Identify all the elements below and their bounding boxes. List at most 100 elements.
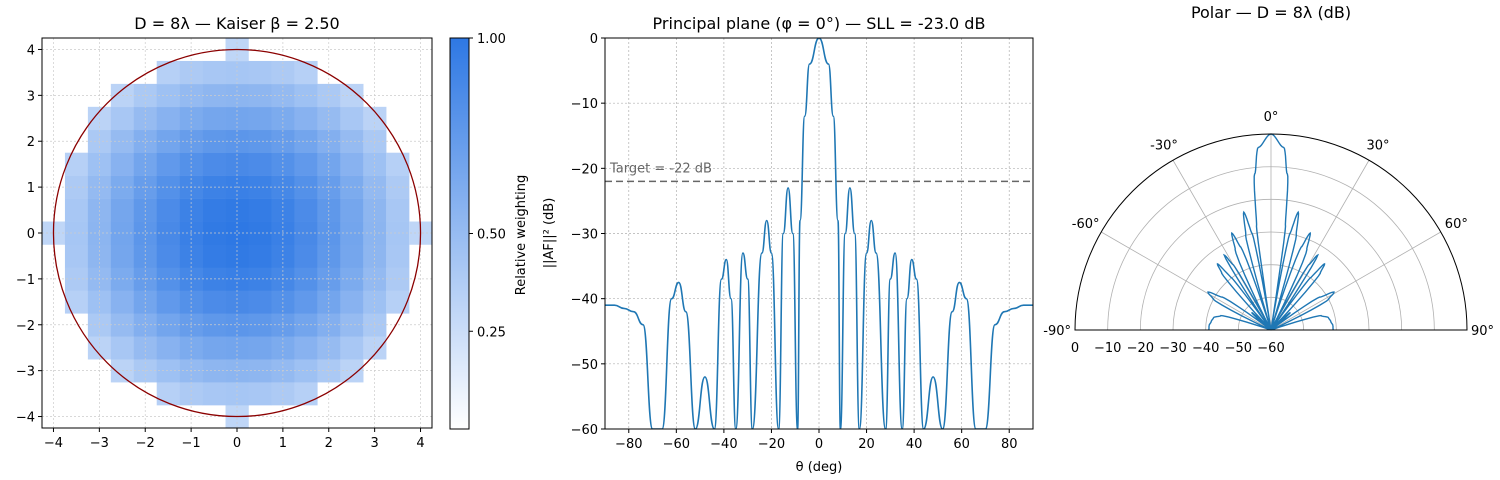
aperture-cell [156, 129, 180, 154]
principal-y-tick-label: −60 [571, 423, 598, 438]
aperture-cell [363, 152, 387, 176]
aperture-cell [156, 267, 180, 291]
aperture-cell [248, 83, 272, 108]
principal-x-label: θ (deg) [796, 460, 843, 475]
polar-spoke [1101, 231, 1272, 331]
principal-y-tick-label: −10 [571, 97, 598, 112]
aperture-cell [363, 244, 387, 268]
aperture-x-tick-label: −3 [90, 436, 109, 451]
aperture-cell [202, 290, 226, 314]
polar-radius-label: −50 [1225, 341, 1252, 356]
aperture-x-tick-label: −2 [136, 436, 155, 451]
aperture-cell [133, 129, 158, 154]
aperture-cell [294, 129, 318, 154]
aperture-cell [225, 382, 249, 406]
polar-angle-label: -90° [1043, 324, 1071, 339]
polar-spoke [1270, 231, 1441, 331]
aperture-cell [202, 152, 226, 176]
aperture-cell [156, 244, 180, 268]
polar-radius-label: −10 [1094, 341, 1121, 356]
aperture-cell [340, 152, 364, 176]
aperture-cell [156, 198, 180, 222]
colorbar-tick-label: 1.00 [477, 32, 506, 47]
aperture-y-tick-label: 2 [27, 135, 35, 150]
aperture-cell [64, 290, 89, 314]
aperture-cell [248, 382, 272, 406]
aperture-cell [133, 290, 158, 314]
aperture-y-tick-label: 4 [27, 43, 35, 58]
aperture-cell [294, 83, 318, 108]
colorbar-bar [449, 37, 470, 430]
polar-radius-label: 0 [1071, 341, 1079, 356]
aperture-cell [248, 313, 272, 337]
aperture-cell [202, 198, 226, 222]
principal-series-line [605, 38, 1033, 429]
polar-title: Polar — D = 8λ (dB) [1191, 3, 1351, 22]
target-label: Target = -22 dB [609, 161, 712, 176]
aperture-x-tick-label: 0 [233, 436, 241, 451]
aperture-cells [42, 38, 433, 429]
aperture-cell [133, 244, 158, 268]
aperture-cell [271, 60, 295, 85]
aperture-cell [248, 60, 272, 85]
aperture-cell [133, 152, 158, 176]
aperture-cell [294, 382, 318, 406]
aperture-cell [133, 221, 158, 245]
aperture-y-tick-label: −3 [16, 365, 35, 380]
principal-y-tick-label: −30 [571, 228, 598, 243]
aperture-cell [248, 359, 272, 383]
aperture-cell [271, 152, 295, 176]
aperture-cell [225, 221, 249, 245]
aperture-cell [248, 290, 272, 314]
polar-angle-label: -30° [1150, 139, 1178, 154]
principal-x-tick-label: −60 [663, 437, 690, 452]
aperture-x-tick-label: −4 [44, 436, 63, 451]
principal-x-ticks: −80 −60 −40 −20 0 20 40 60 80 [615, 429, 1017, 452]
aperture-title: D = 8λ — Kaiser β = 2.50 [134, 14, 339, 33]
polar-frame [1074, 133, 1468, 331]
aperture-cell [386, 244, 410, 268]
aperture-cell [225, 129, 249, 154]
aperture-cell [317, 313, 341, 337]
aperture-x-tick-label: −1 [182, 436, 201, 451]
principal-x-tick-label: 0 [815, 437, 823, 452]
aperture-cell [248, 152, 272, 176]
aperture-cell [294, 221, 318, 245]
aperture-cell [133, 313, 158, 337]
principal-x-tick-label: −20 [758, 437, 785, 452]
aperture-cell [179, 60, 203, 85]
aperture-cell [64, 198, 89, 222]
polar-radius-label: −40 [1192, 341, 1219, 356]
aperture-cell [294, 313, 318, 337]
polar-panel: Polar — D = 8λ (dB) -90° -60° -30° 0° 30° 60°… [1043, 3, 1494, 356]
aperture-x-ticks: −4 −3 −2 −1 0 1 2 3 4 [44, 428, 425, 451]
aperture-cell [294, 198, 318, 222]
aperture-cell [156, 152, 180, 176]
aperture-cell [110, 198, 135, 222]
aperture-cell [156, 83, 180, 108]
aperture-cell [64, 175, 89, 199]
principal-x-tick-label: 40 [906, 437, 923, 452]
polar-angle-label: -60° [1072, 217, 1100, 232]
aperture-cell [386, 152, 410, 176]
aperture-boundary-circle [52, 48, 422, 418]
aperture-y-tick-label: −2 [16, 319, 35, 334]
principal-x-tick-label: −80 [615, 437, 642, 452]
aperture-cell [156, 382, 180, 406]
aperture-grid [42, 38, 432, 428]
aperture-x-tick-label: 3 [371, 436, 379, 451]
aperture-y-tick-label: 1 [27, 181, 35, 196]
aperture-cell [294, 244, 318, 268]
aperture-cell [225, 60, 249, 85]
principal-y-label: ||AF||² (dB) [542, 198, 557, 269]
aperture-cell [64, 244, 89, 268]
aperture-cell [317, 152, 341, 176]
aperture-cell [156, 313, 180, 337]
aperture-cell [340, 290, 364, 314]
aperture-cell [317, 290, 341, 314]
aperture-x-tick-label: 4 [416, 436, 424, 451]
aperture-cell [294, 152, 318, 176]
principal-y-tick-label: 0 [590, 32, 598, 47]
aperture-cell [202, 336, 226, 360]
